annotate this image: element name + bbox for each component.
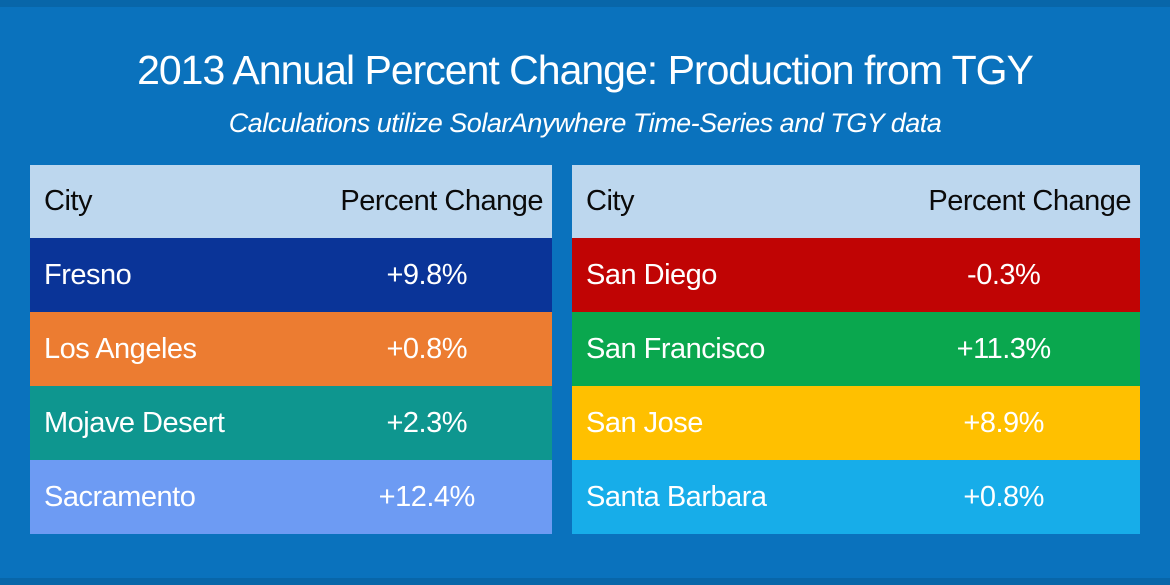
percent-cell: -0.3% bbox=[967, 258, 1041, 291]
percent-cell: +2.3% bbox=[386, 406, 467, 439]
table-row-sacramento: Sacramento +12.4% bbox=[30, 460, 552, 534]
table-row-fresno: Fresno +9.8% bbox=[30, 238, 552, 312]
city-cell: San Jose bbox=[586, 406, 703, 439]
city-cell: Sacramento bbox=[44, 480, 196, 513]
column-header-percent-change: Percent Change bbox=[340, 185, 543, 217]
column-header-percent-change: Percent Change bbox=[928, 185, 1131, 217]
city-cell: San Diego bbox=[586, 258, 717, 291]
city-cell: Los Angeles bbox=[44, 332, 197, 365]
city-cell: Santa Barbara bbox=[586, 480, 767, 513]
table-row-santa-barbara: Santa Barbara +0.8% bbox=[572, 460, 1140, 534]
table-row-san-diego: San Diego -0.3% bbox=[572, 238, 1140, 312]
percent-cell: +12.4% bbox=[378, 480, 476, 513]
percent-cell: +8.9% bbox=[963, 406, 1044, 439]
table-row-san-francisco: San Francisco +11.3% bbox=[572, 312, 1140, 386]
top-edge-strip bbox=[0, 0, 1170, 7]
city-cell: San Francisco bbox=[586, 332, 765, 365]
bottom-edge-strip bbox=[0, 578, 1170, 585]
page-subtitle: Calculations utilize SolarAnywhere Time-… bbox=[228, 108, 942, 138]
percent-cell: +0.8% bbox=[963, 480, 1044, 513]
percent-cell: +9.8% bbox=[386, 258, 467, 291]
table-row-los-angeles: Los Angeles +0.8% bbox=[30, 312, 552, 386]
city-cell: Mojave Desert bbox=[44, 406, 225, 439]
table-row-mojave-desert: Mojave Desert +2.3% bbox=[30, 386, 552, 460]
tables-container: City Percent Change Fresno +9.8% Los Ang… bbox=[30, 165, 1140, 534]
table-left: City Percent Change Fresno +9.8% Los Ang… bbox=[30, 165, 552, 534]
percent-cell: +11.3% bbox=[956, 332, 1052, 365]
column-header-city: City bbox=[44, 185, 92, 217]
table-right-header-row: City Percent Change bbox=[572, 165, 1140, 238]
column-header-city: City bbox=[586, 185, 634, 217]
city-cell: Fresno bbox=[44, 258, 132, 291]
table-left-header-row: City Percent Change bbox=[30, 165, 552, 238]
page-title: 2013 Annual Percent Change: Production f… bbox=[137, 47, 1034, 93]
percent-cell: +0.8% bbox=[386, 332, 467, 365]
table-right: City Percent Change San Diego -0.3% San … bbox=[572, 165, 1140, 534]
table-row-san-jose: San Jose +8.9% bbox=[572, 386, 1140, 460]
